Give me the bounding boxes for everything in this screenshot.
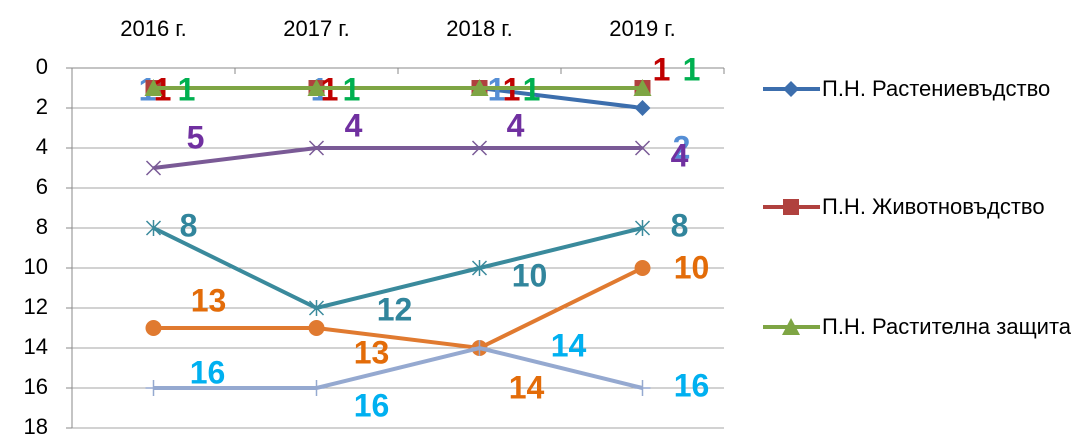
x-tick-label: 2016 г. [120,16,187,41]
data-label: 13 [191,282,227,318]
marker [471,140,488,156]
marker [308,300,325,316]
data-label: 14 [551,327,587,363]
y-tick-label: 10 [24,254,48,279]
data-label: 13 [354,334,390,370]
marker [783,199,799,215]
data-label: 1 [653,51,671,87]
marker [144,79,163,96]
marker [634,260,651,276]
data-label: 1 [523,71,541,107]
marker [783,81,799,97]
marker [308,320,325,336]
x-tick-label: 2017 г. [283,16,350,41]
data-label: 1 [343,71,361,107]
y-tick-label: 4 [36,134,48,159]
data-label: 4 [671,137,689,173]
series-line [153,146,643,170]
y-tick-label: 8 [36,214,48,239]
data-label: 4 [507,107,525,143]
data-label: 10 [674,249,710,285]
marker [308,140,325,156]
marker [634,100,651,116]
x-tick-label: 2018 г. [446,16,513,41]
marker [633,79,652,96]
data-label: 8 [671,207,689,243]
data-label: 2 [673,129,691,165]
series-line [153,266,644,351]
y-tick-label: 0 [36,54,48,79]
data-label: 4 [345,107,363,143]
series-line [153,86,643,110]
series-line [153,345,643,390]
marker [471,260,488,276]
series-line [152,226,643,311]
data-label: 16 [354,387,390,423]
marker [145,220,162,236]
marker [145,160,162,176]
y-tick-label: 16 [24,374,48,399]
data-label: 8 [180,207,198,243]
marker [145,320,162,336]
data-label: 14 [509,369,545,405]
marker [634,380,651,396]
y-tick-label: 12 [24,294,48,319]
data-label: 10 [512,257,548,293]
marker [634,220,651,236]
data-label: 1 [178,71,196,107]
marker [307,79,326,96]
y-tick-label: 2 [36,94,48,119]
marker [308,380,325,396]
y-tick-label: 18 [24,414,48,437]
data-label: 1 [683,51,701,87]
marker [634,140,651,156]
data-label: 12 [377,291,413,327]
marker [471,340,488,356]
y-tick-label: 14 [24,334,48,359]
x-tick-label: 2019 г. [609,16,676,41]
marker [470,79,489,96]
legend-label: П.Н. Растителна защита [822,314,1072,339]
data-label: 16 [190,354,226,390]
data-label: 16 [674,367,710,403]
marker [145,380,162,396]
y-tick-label: 6 [36,174,48,199]
legend-label: П.Н. Растениевъдство [822,76,1051,101]
legend-label: П.Н. Животновъдство [822,194,1045,219]
data-label: 5 [187,119,205,155]
marker [782,318,800,335]
